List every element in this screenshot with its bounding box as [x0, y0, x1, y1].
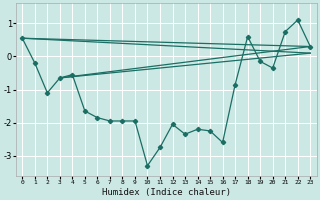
X-axis label: Humidex (Indice chaleur): Humidex (Indice chaleur)	[102, 188, 231, 197]
